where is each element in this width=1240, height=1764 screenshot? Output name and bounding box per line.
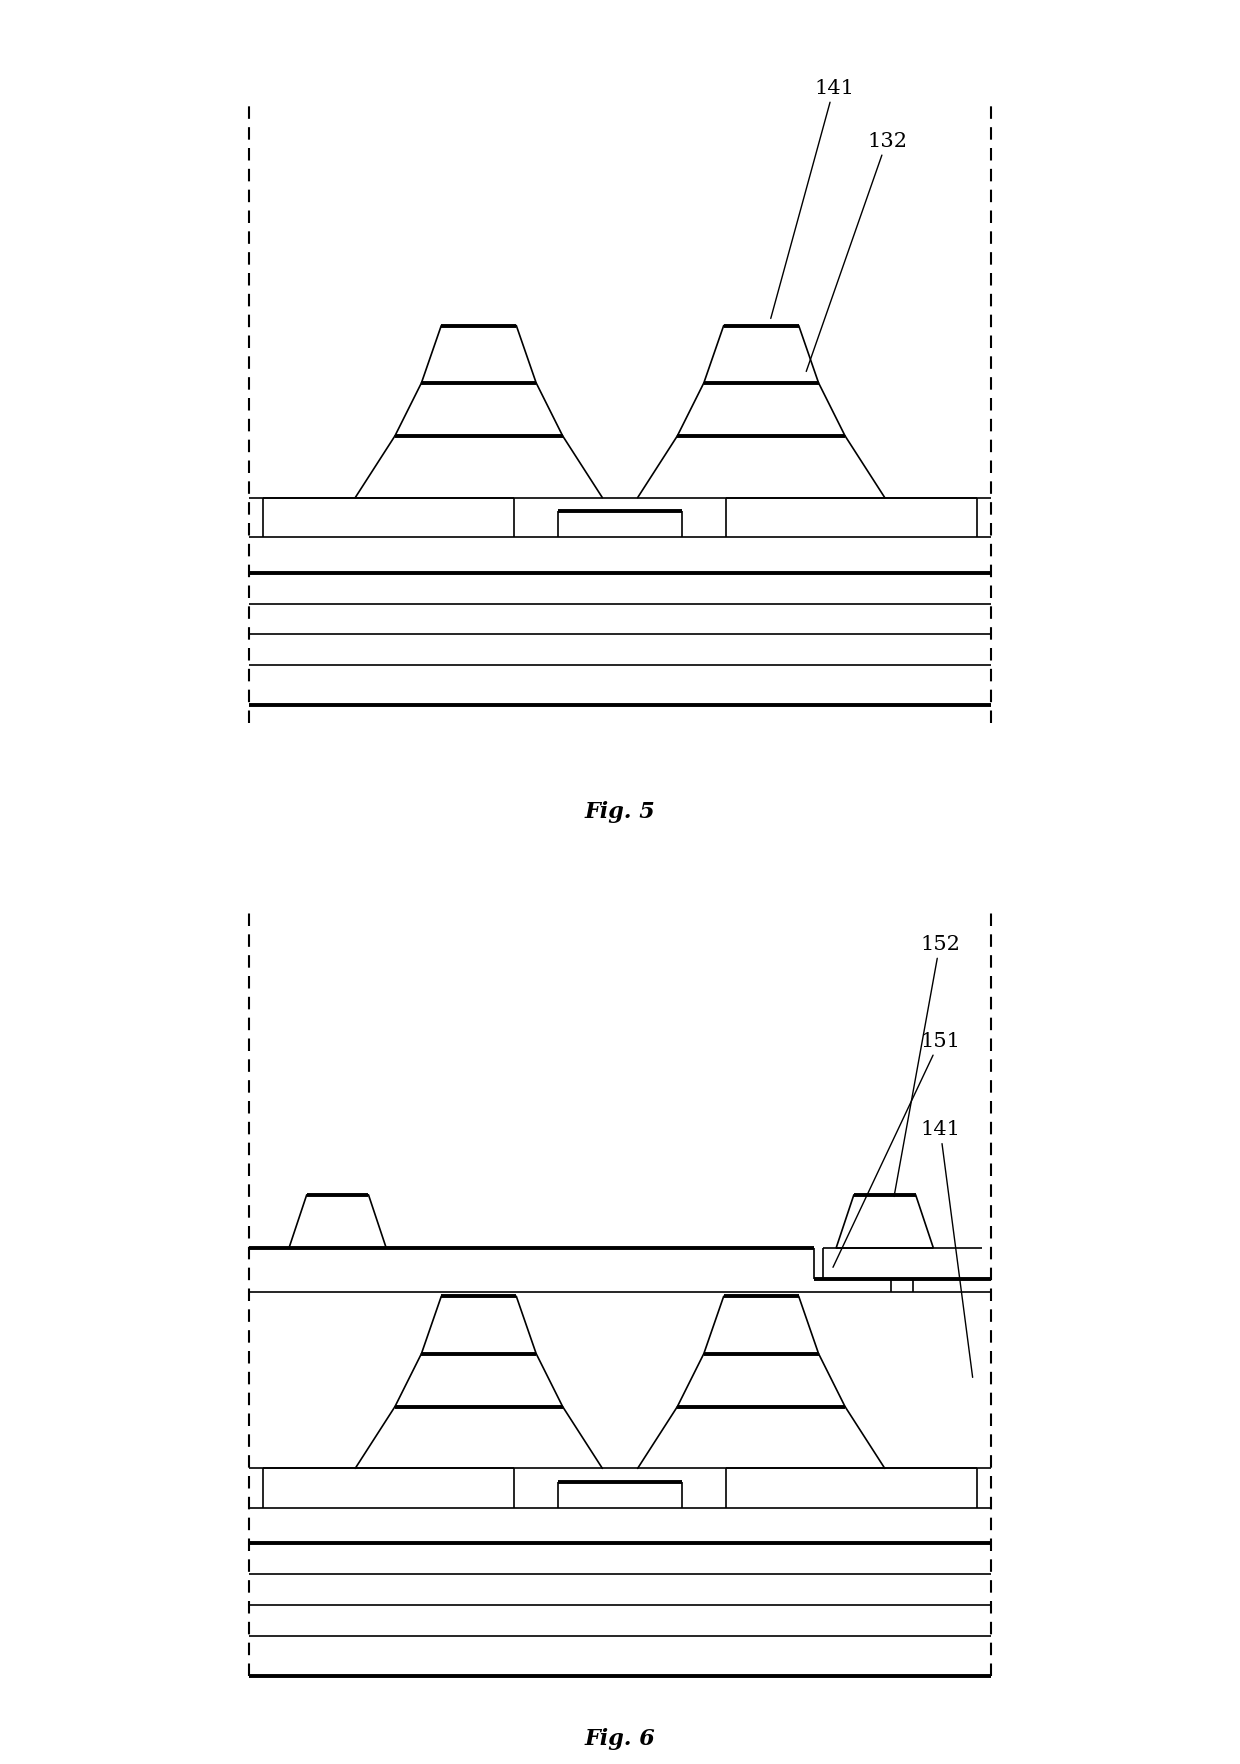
- Text: 152: 152: [894, 935, 960, 1196]
- Text: Fig. 5: Fig. 5: [584, 801, 656, 822]
- Text: 132: 132: [806, 132, 908, 372]
- Text: 141: 141: [920, 1120, 972, 1378]
- Text: 141: 141: [771, 79, 854, 319]
- Text: Fig. 6: Fig. 6: [584, 1727, 656, 1748]
- Text: 151: 151: [833, 1032, 960, 1268]
